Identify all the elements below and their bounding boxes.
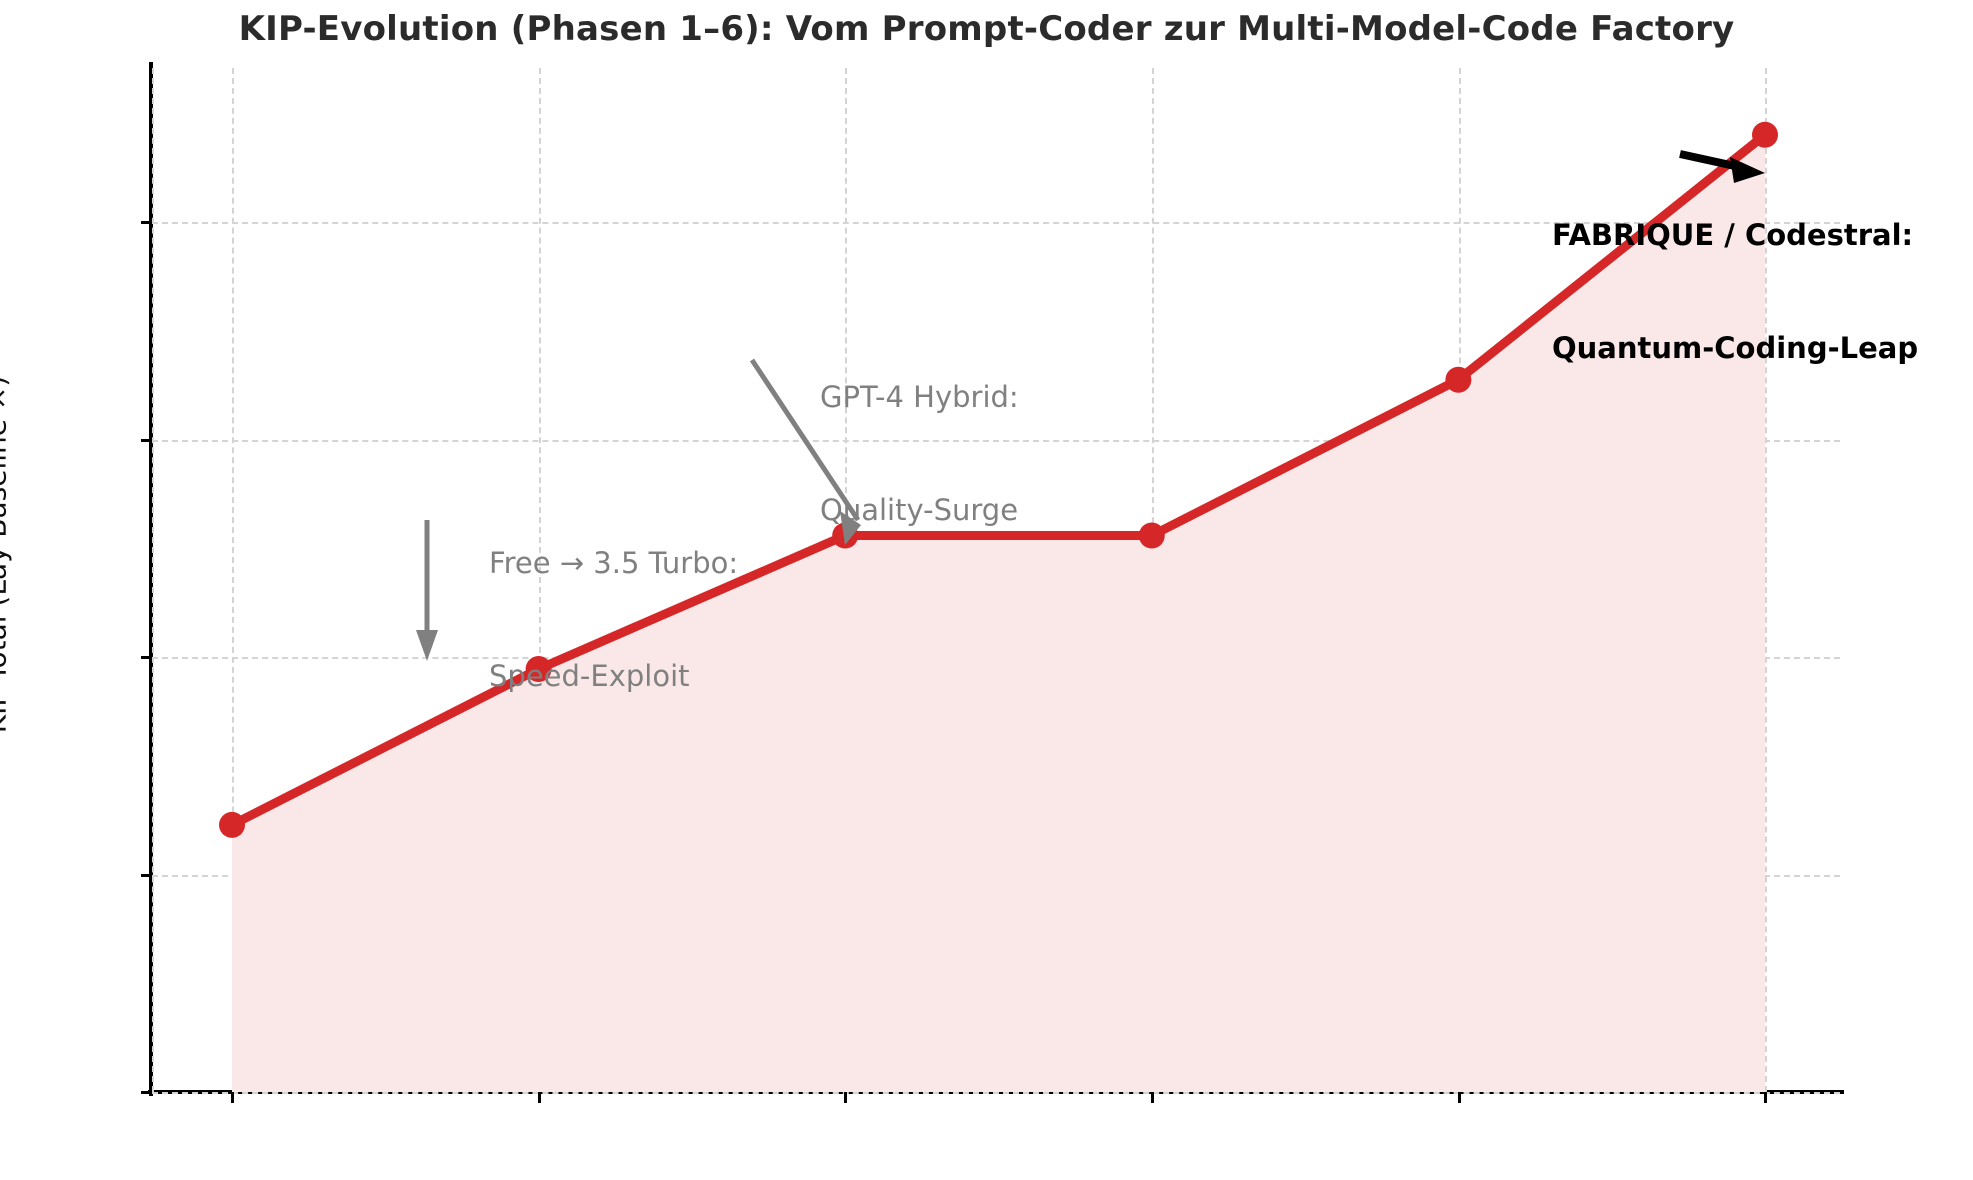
y-tick-mark-2000 — [141, 221, 152, 224]
annotation-p2: Free → 3.5 Turbo: Speed-Exploit — [489, 470, 738, 772]
y-tick-mark-1000 — [141, 656, 152, 659]
annotation-arrow-p2 — [416, 520, 438, 661]
annotation-p2-line2: Speed-Exploit — [489, 659, 690, 694]
data-point-p5 — [1445, 366, 1472, 393]
y-tick-mark-0 — [141, 1091, 152, 1094]
x-tick-label-p6: P6 (FABRIQUE / Codestral) — [1565, 1174, 1965, 1180]
gridline-x-p2 — [539, 68, 541, 1092]
x-tick-mark-p2 — [538, 1092, 541, 1103]
series-area-fill — [232, 134, 1765, 1093]
gridline-y-0 — [152, 1092, 1840, 1094]
annotation-arrow-p3 — [749, 358, 861, 545]
data-point-p1 — [219, 811, 245, 838]
gridline-y-2000 — [152, 222, 1840, 224]
annotation-p6-line1: FABRIQUE / Codestral: — [1552, 218, 1914, 253]
series-line — [227, 130, 1770, 830]
x-tick-mark-p1 — [231, 1092, 234, 1103]
gridline-y-1500 — [152, 440, 1840, 442]
data-point-p2 — [525, 656, 552, 682]
x-tick-mark-p4 — [1151, 1092, 1154, 1103]
gridline-x-p2-placeholder — [152, 68, 154, 1092]
annotation-p3: GPT-4 Hybrid: Quality-Surge — [820, 304, 1019, 606]
annotation-p6-line2: Quantum-Coding-Leap — [1552, 331, 1919, 366]
page-title: KIP-Evolution (Phasen 1–6): Vom Prompt-C… — [238, 9, 1735, 49]
gridline-x-p1 — [232, 68, 234, 1092]
x-tick-mark-p3 — [844, 1092, 847, 1103]
data-point-p6 — [1752, 121, 1778, 148]
y-axis-spine — [149, 62, 153, 1096]
annotation-p6: FABRIQUE / Codestral: Quantum-Coding-Lea… — [1552, 142, 1918, 444]
x-tick-mark-p6 — [1764, 1092, 1767, 1103]
annotation-p3-line2: Quality-Surge — [820, 493, 1019, 528]
annotation-arrow-p6 — [1679, 150, 1765, 183]
gridline-x-p6 — [1765, 68, 1767, 1092]
y-tick-mark-500 — [141, 874, 152, 877]
y-axis-label: KIP Total (Lay-Baseline ×) — [0, 375, 13, 734]
annotation-p2-line1: Free → 3.5 Turbo: — [489, 546, 739, 581]
annotation-p3-line1: GPT-4 Hybrid: — [820, 380, 1019, 415]
plot-area: 0 500 1000 1500 2000 KIP Total (Lay-Base… — [0, 68, 1918, 1103]
data-point-p4 — [1138, 522, 1165, 549]
y-tick-mark-1500 — [141, 439, 152, 442]
x-tick-mark-p5 — [1458, 1092, 1461, 1103]
series-svg — [219, 121, 1778, 1093]
